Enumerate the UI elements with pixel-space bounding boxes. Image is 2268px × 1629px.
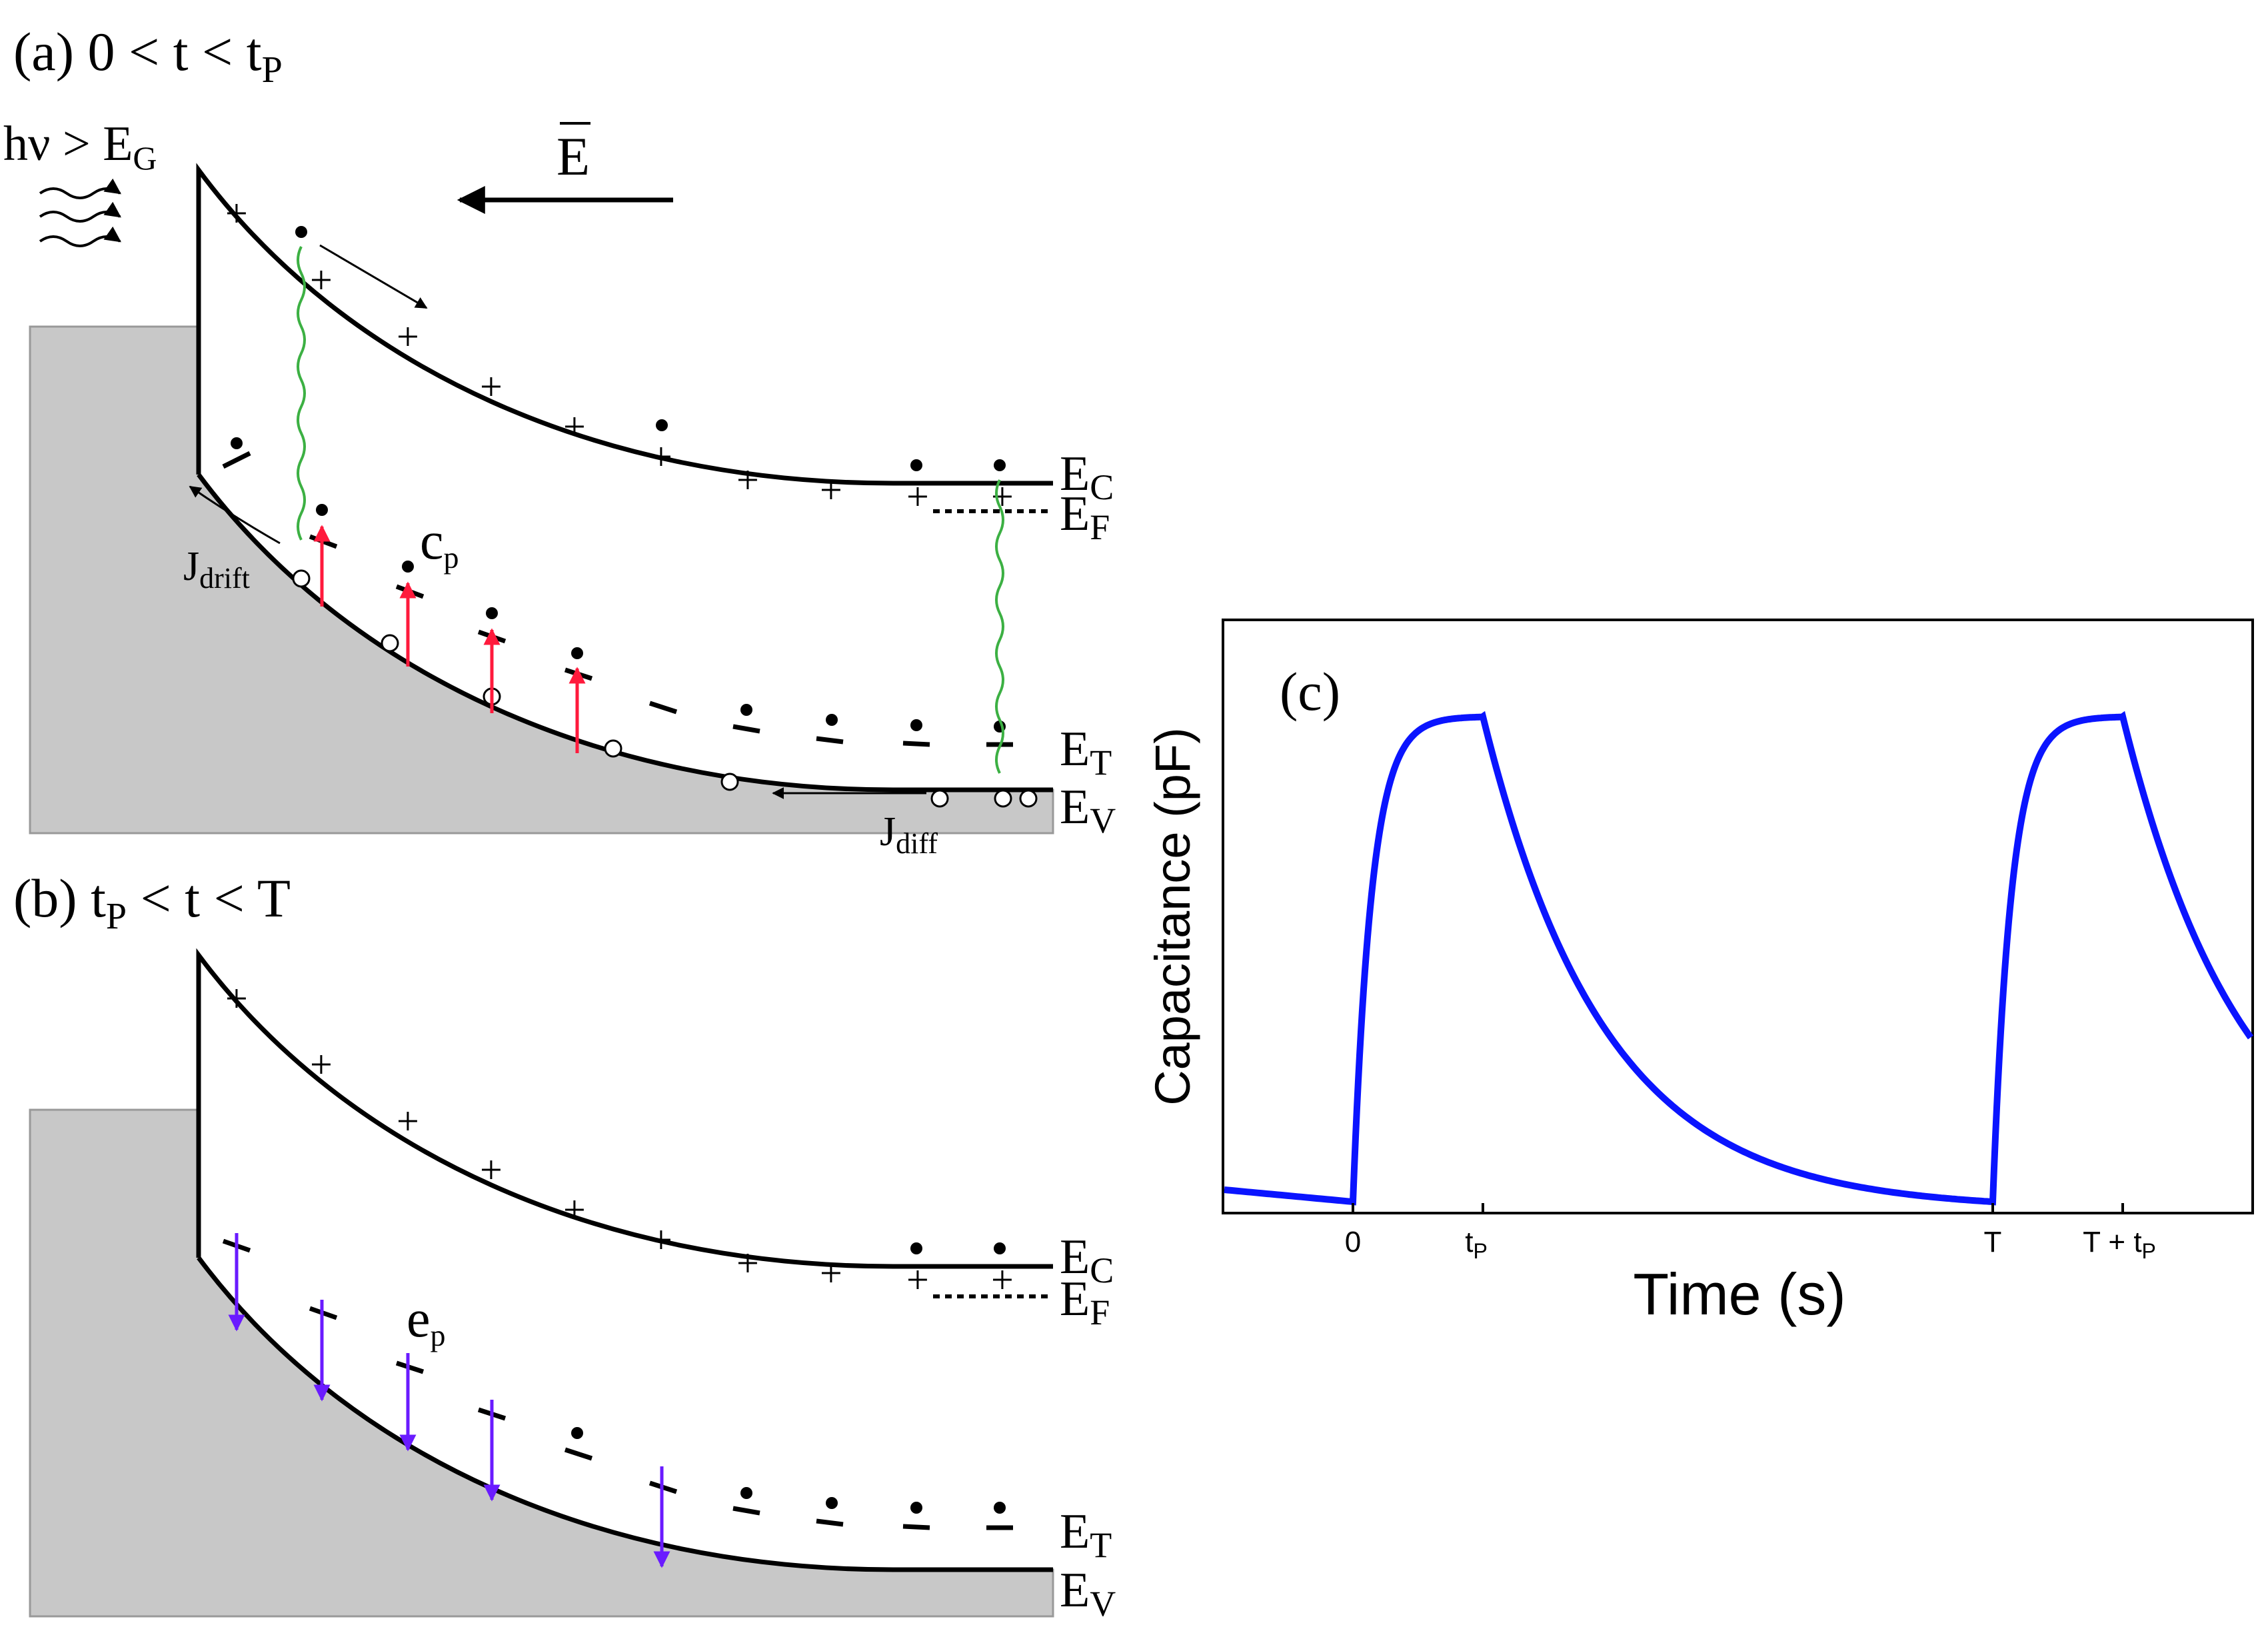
trapped-electrons-b [571,1427,1006,1514]
cb-electrons-b [910,1242,1006,1254]
svg-text:+: + [563,1188,586,1232]
drift-current-label: Jdrift [183,544,250,595]
svg-text:+: + [310,258,333,302]
electron-drift-arrow [319,244,428,309]
panel-b: (b) tP < t < T EC EF ET EV + + + + + + + + + + [13,868,1116,1624]
svg-text:+: + [736,458,759,502]
ec-label-a: EC [1060,447,1114,507]
donor-plus-b: + + + + + + + + + + [225,976,1014,1302]
svg-text:+: + [397,1099,419,1143]
capture-arrows [313,525,586,753]
valence-band-b [197,1256,1053,1572]
svg-text:+: + [310,1042,333,1086]
diffusion-current-label: Jdiff [880,809,938,860]
svg-text:+: + [820,1251,842,1295]
cb-electrons-a [295,226,1006,471]
svg-text:+: + [480,365,503,409]
emission-arrows [228,1233,670,1568]
photon-waves [39,178,121,247]
et-label-b: ET [1060,1504,1112,1565]
svg-text:+: + [820,468,842,512]
capture-label: cp [420,512,459,575]
y-axis-label: Capacitance (pF) [1145,727,1200,1106]
panel-c-label: (c) [1280,661,1340,722]
svg-text:+: + [563,405,586,449]
conduction-band-b [196,948,1053,1269]
svg-text:+: + [480,1148,503,1192]
svg-text:+: + [397,315,419,359]
ev-label-a: EV [1060,780,1116,840]
svg-text:+: + [650,1218,672,1262]
ev-label-b: EV [1060,1563,1116,1624]
svg-text:+: + [736,1241,759,1285]
drift-current-arrow [189,485,281,545]
ef-label-a: EF [1060,487,1110,547]
svg-text:+: + [906,1258,929,1302]
capacitance-curve [1224,711,2254,1206]
x-axis-label: Time (s) [1633,1261,1845,1327]
svg-text:+: + [906,475,929,519]
svg-text:+: + [650,435,672,479]
photon-label: hν > EG [3,117,157,177]
panel-a: (a) 0 < t < tP hν > EG E EC EF ET EV + + +… [3,21,1116,860]
panel-a-label: (a) 0 < t < tP [13,21,283,91]
tick-t-plus-tp: T + tP [2083,1226,2156,1263]
ef-label-b: EF [1060,1272,1110,1332]
tick-tp: tP [1465,1226,1488,1263]
conduction-band-a [196,163,1053,486]
tick-t: T [1984,1226,2002,1258]
x-ticks [1352,1203,2124,1213]
et-label-a: ET [1060,722,1112,783]
svg-text:+: + [225,976,248,1020]
svg-text:+: + [991,1258,1014,1302]
emission-label: ep [407,1290,446,1352]
substrate-b [29,1108,1054,1618]
plot-frame [1222,619,2254,1214]
svg-text:+: + [225,191,248,235]
tick-0: 0 [1345,1226,1361,1258]
ec-label-b: EC [1060,1230,1114,1290]
panel-c: (c) 0 tP T T + tP Time (s) Capacitance (… [1145,619,2254,1327]
recombination-right [995,479,1004,774]
field-label: E [557,126,590,187]
recombination-left [297,246,306,541]
valence-band-a [197,473,1053,793]
donor-plus-a: +++ +++ + + + + [225,191,1014,519]
trapped-electrons-a [231,437,1006,733]
panel-b-label: (b) tP < t < T [13,868,291,937]
